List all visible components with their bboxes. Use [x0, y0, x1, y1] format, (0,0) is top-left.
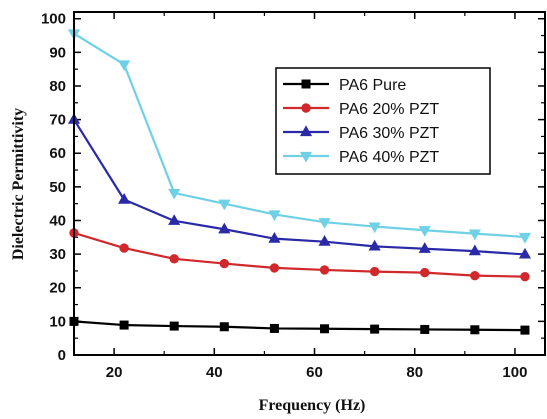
data-point: [169, 254, 179, 264]
series-3: [67, 112, 532, 259]
data-point: [168, 188, 181, 200]
data-point: [468, 244, 481, 256]
series-4: [67, 29, 532, 244]
x-tick-label-60: 60: [306, 364, 323, 381]
x-tick-label-40: 40: [206, 364, 223, 381]
data-point: [268, 232, 281, 243]
ticks-layer: 0 10 20 30 40 50 60 70 80 90 100 20 40 60 80 100: [41, 11, 545, 381]
y-axis-title: Dielectric Permittivity: [10, 108, 27, 260]
x-tick-label-20: 20: [106, 364, 123, 381]
data-point: [318, 218, 331, 229]
data-point: [269, 263, 280, 273]
legend: PA6 Pure PA6 20% PZT PA6 30% PZT PA6 40% PZ…: [275, 67, 491, 175]
legend-marker: [301, 103, 311, 113]
plot-frame: [73, 11, 546, 356]
series-1: [69, 316, 530, 335]
data-point: [118, 60, 131, 72]
y-tick-label-30: 30: [49, 246, 66, 263]
data-point: [470, 325, 480, 335]
data-point: [368, 239, 381, 251]
data-point: [219, 322, 229, 332]
data-point: [169, 321, 179, 331]
series-line-2: [73, 231, 525, 278]
legend-label-2: PA6 20% PZT: [339, 101, 439, 118]
data-point: [218, 199, 231, 211]
legend-label-3: PA6 30% PZT: [339, 125, 439, 142]
legend-marker: [299, 125, 313, 137]
y-tick-label-60: 60: [49, 145, 66, 162]
x-tick-label-100: 100: [502, 364, 527, 381]
data-point: [319, 265, 330, 275]
y-tick-label-90: 90: [49, 44, 66, 61]
legend-label-4: PA6 40% PZT: [339, 149, 439, 166]
data-point: [420, 267, 430, 278]
y-tick-label-70: 70: [49, 112, 66, 129]
data-point: [418, 242, 431, 253]
y-tick-label-50: 50: [49, 179, 66, 196]
data-point: [320, 324, 330, 334]
data-point: [368, 222, 381, 234]
data-point: [520, 325, 530, 335]
legend-marker: [301, 79, 311, 89]
data-point: [268, 210, 281, 222]
data-point: [118, 193, 131, 204]
y-tick-label-80: 80: [49, 78, 66, 95]
data-point: [370, 324, 380, 334]
data-point: [119, 243, 129, 253]
data-point: [518, 232, 532, 244]
data-point: [168, 214, 181, 225]
x-axis-title: Frequency (Hz): [259, 397, 366, 414]
legend-label-1: PA6 Pure: [339, 77, 406, 94]
series-line-4: [73, 32, 526, 239]
data-point: [520, 271, 530, 282]
y-tick-label-40: 40: [49, 212, 66, 229]
y-tick-label-0: 0: [58, 347, 66, 364]
data-point: [420, 324, 430, 334]
y-tick-label-100: 100: [41, 11, 66, 28]
legend-marker: [299, 151, 313, 163]
data-point: [369, 266, 380, 277]
data-point: [468, 229, 481, 241]
data-point: [269, 323, 279, 333]
series-layer: [67, 29, 532, 335]
data-point: [470, 270, 480, 281]
y-tick-label-20: 20: [49, 280, 66, 297]
data-point: [318, 235, 331, 246]
series-line-3: [73, 119, 526, 256]
data-point: [218, 222, 231, 234]
data-point: [518, 247, 532, 259]
x-tick-label-80: 80: [406, 364, 423, 381]
y-tick-label-10: 10: [49, 313, 66, 330]
data-point: [119, 320, 129, 330]
data-point: [219, 258, 230, 269]
series-2: [69, 228, 530, 282]
data-point: [418, 226, 431, 237]
series-line-1: [73, 320, 525, 332]
